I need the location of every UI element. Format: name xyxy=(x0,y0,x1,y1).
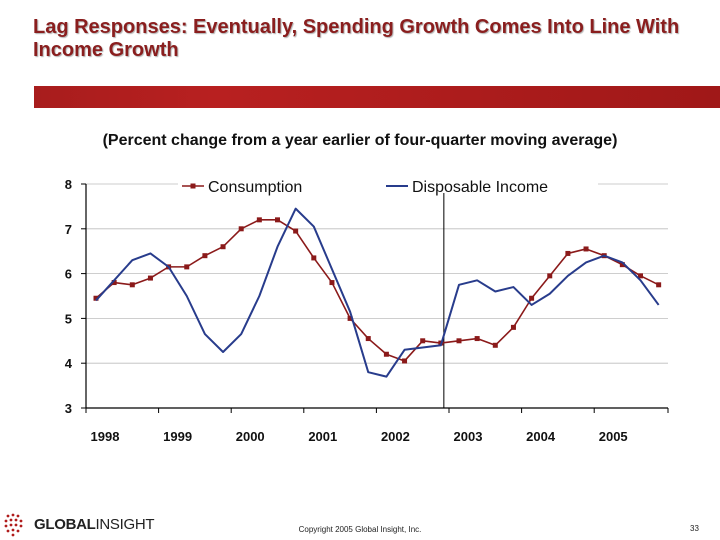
y-tick-label: 4 xyxy=(65,356,73,371)
consumption-point xyxy=(565,250,571,256)
legend-consumption-label: Consumption xyxy=(208,179,302,196)
x-tick-label: 1999 xyxy=(163,429,192,444)
page-number: 33 xyxy=(690,524,699,533)
consumption-point xyxy=(220,244,226,250)
x-tick-label: 2000 xyxy=(236,429,265,444)
consumption-point xyxy=(365,336,371,342)
consumption-point xyxy=(238,226,244,232)
consumption-point xyxy=(656,282,662,288)
global-insight-logo: GLOBALINSIGHT xyxy=(0,508,200,538)
logo-globe-icon xyxy=(4,513,23,537)
x-tick-label: 2001 xyxy=(308,429,337,444)
consumption-point xyxy=(293,228,299,234)
consumption-point xyxy=(619,262,625,268)
x-tick-label: 2004 xyxy=(526,429,556,444)
consumption-point xyxy=(329,280,335,286)
consumption-point xyxy=(129,282,135,288)
y-tick-label: 5 xyxy=(65,311,72,326)
consumption-point xyxy=(456,338,462,344)
consumption-point xyxy=(638,273,643,279)
slide-title: Lag Responses: Eventually, Spending Grow… xyxy=(33,16,680,61)
disposable-income-line xyxy=(95,207,660,378)
consumption-point xyxy=(474,336,480,342)
logo-wordmark-bold: GLOBAL xyxy=(34,516,96,533)
x-tick-label: 2003 xyxy=(454,429,483,444)
legend-income-label: Disposable Income xyxy=(412,179,548,196)
copyright-text: Copyright 2005 Global Insight, Inc. xyxy=(298,525,422,534)
y-tick-label: 3 xyxy=(65,401,72,416)
title-rule-notch xyxy=(0,86,34,108)
consumption-point xyxy=(111,280,117,286)
x-tick-label: 2005 xyxy=(599,429,628,444)
consumption-point xyxy=(402,358,408,364)
consumption-point xyxy=(547,273,553,279)
x-tick-label: 2002 xyxy=(381,429,410,444)
logo-wordmark-light: INSIGHT xyxy=(95,516,155,533)
consumption-point xyxy=(420,338,426,344)
consumption-point xyxy=(347,315,353,321)
consumption-point xyxy=(184,264,190,270)
title-rule xyxy=(0,86,720,108)
consumption-line xyxy=(95,219,660,362)
y-tick-label: 7 xyxy=(65,222,72,237)
consumption-point xyxy=(383,351,389,357)
consumption-point xyxy=(510,324,516,330)
x-tick-label: 1998 xyxy=(91,429,120,444)
consumption-point xyxy=(93,295,99,301)
consumption-point xyxy=(147,275,153,281)
logo-wordmark: GLOBALINSIGHT xyxy=(34,516,155,533)
consumption-point xyxy=(492,342,498,348)
y-tick-label: 6 xyxy=(65,267,72,282)
consumption-point xyxy=(529,295,535,301)
consumption-point xyxy=(583,246,589,252)
legend-consumption-marker xyxy=(190,183,196,189)
y-tick-label: 8 xyxy=(65,177,72,192)
consumption-point xyxy=(256,217,262,223)
chart-subtitle: (Percent change from a year earlier of f… xyxy=(102,132,618,149)
consumption-point xyxy=(202,253,208,259)
consumption-point xyxy=(311,255,317,261)
consumption-point xyxy=(275,217,280,223)
